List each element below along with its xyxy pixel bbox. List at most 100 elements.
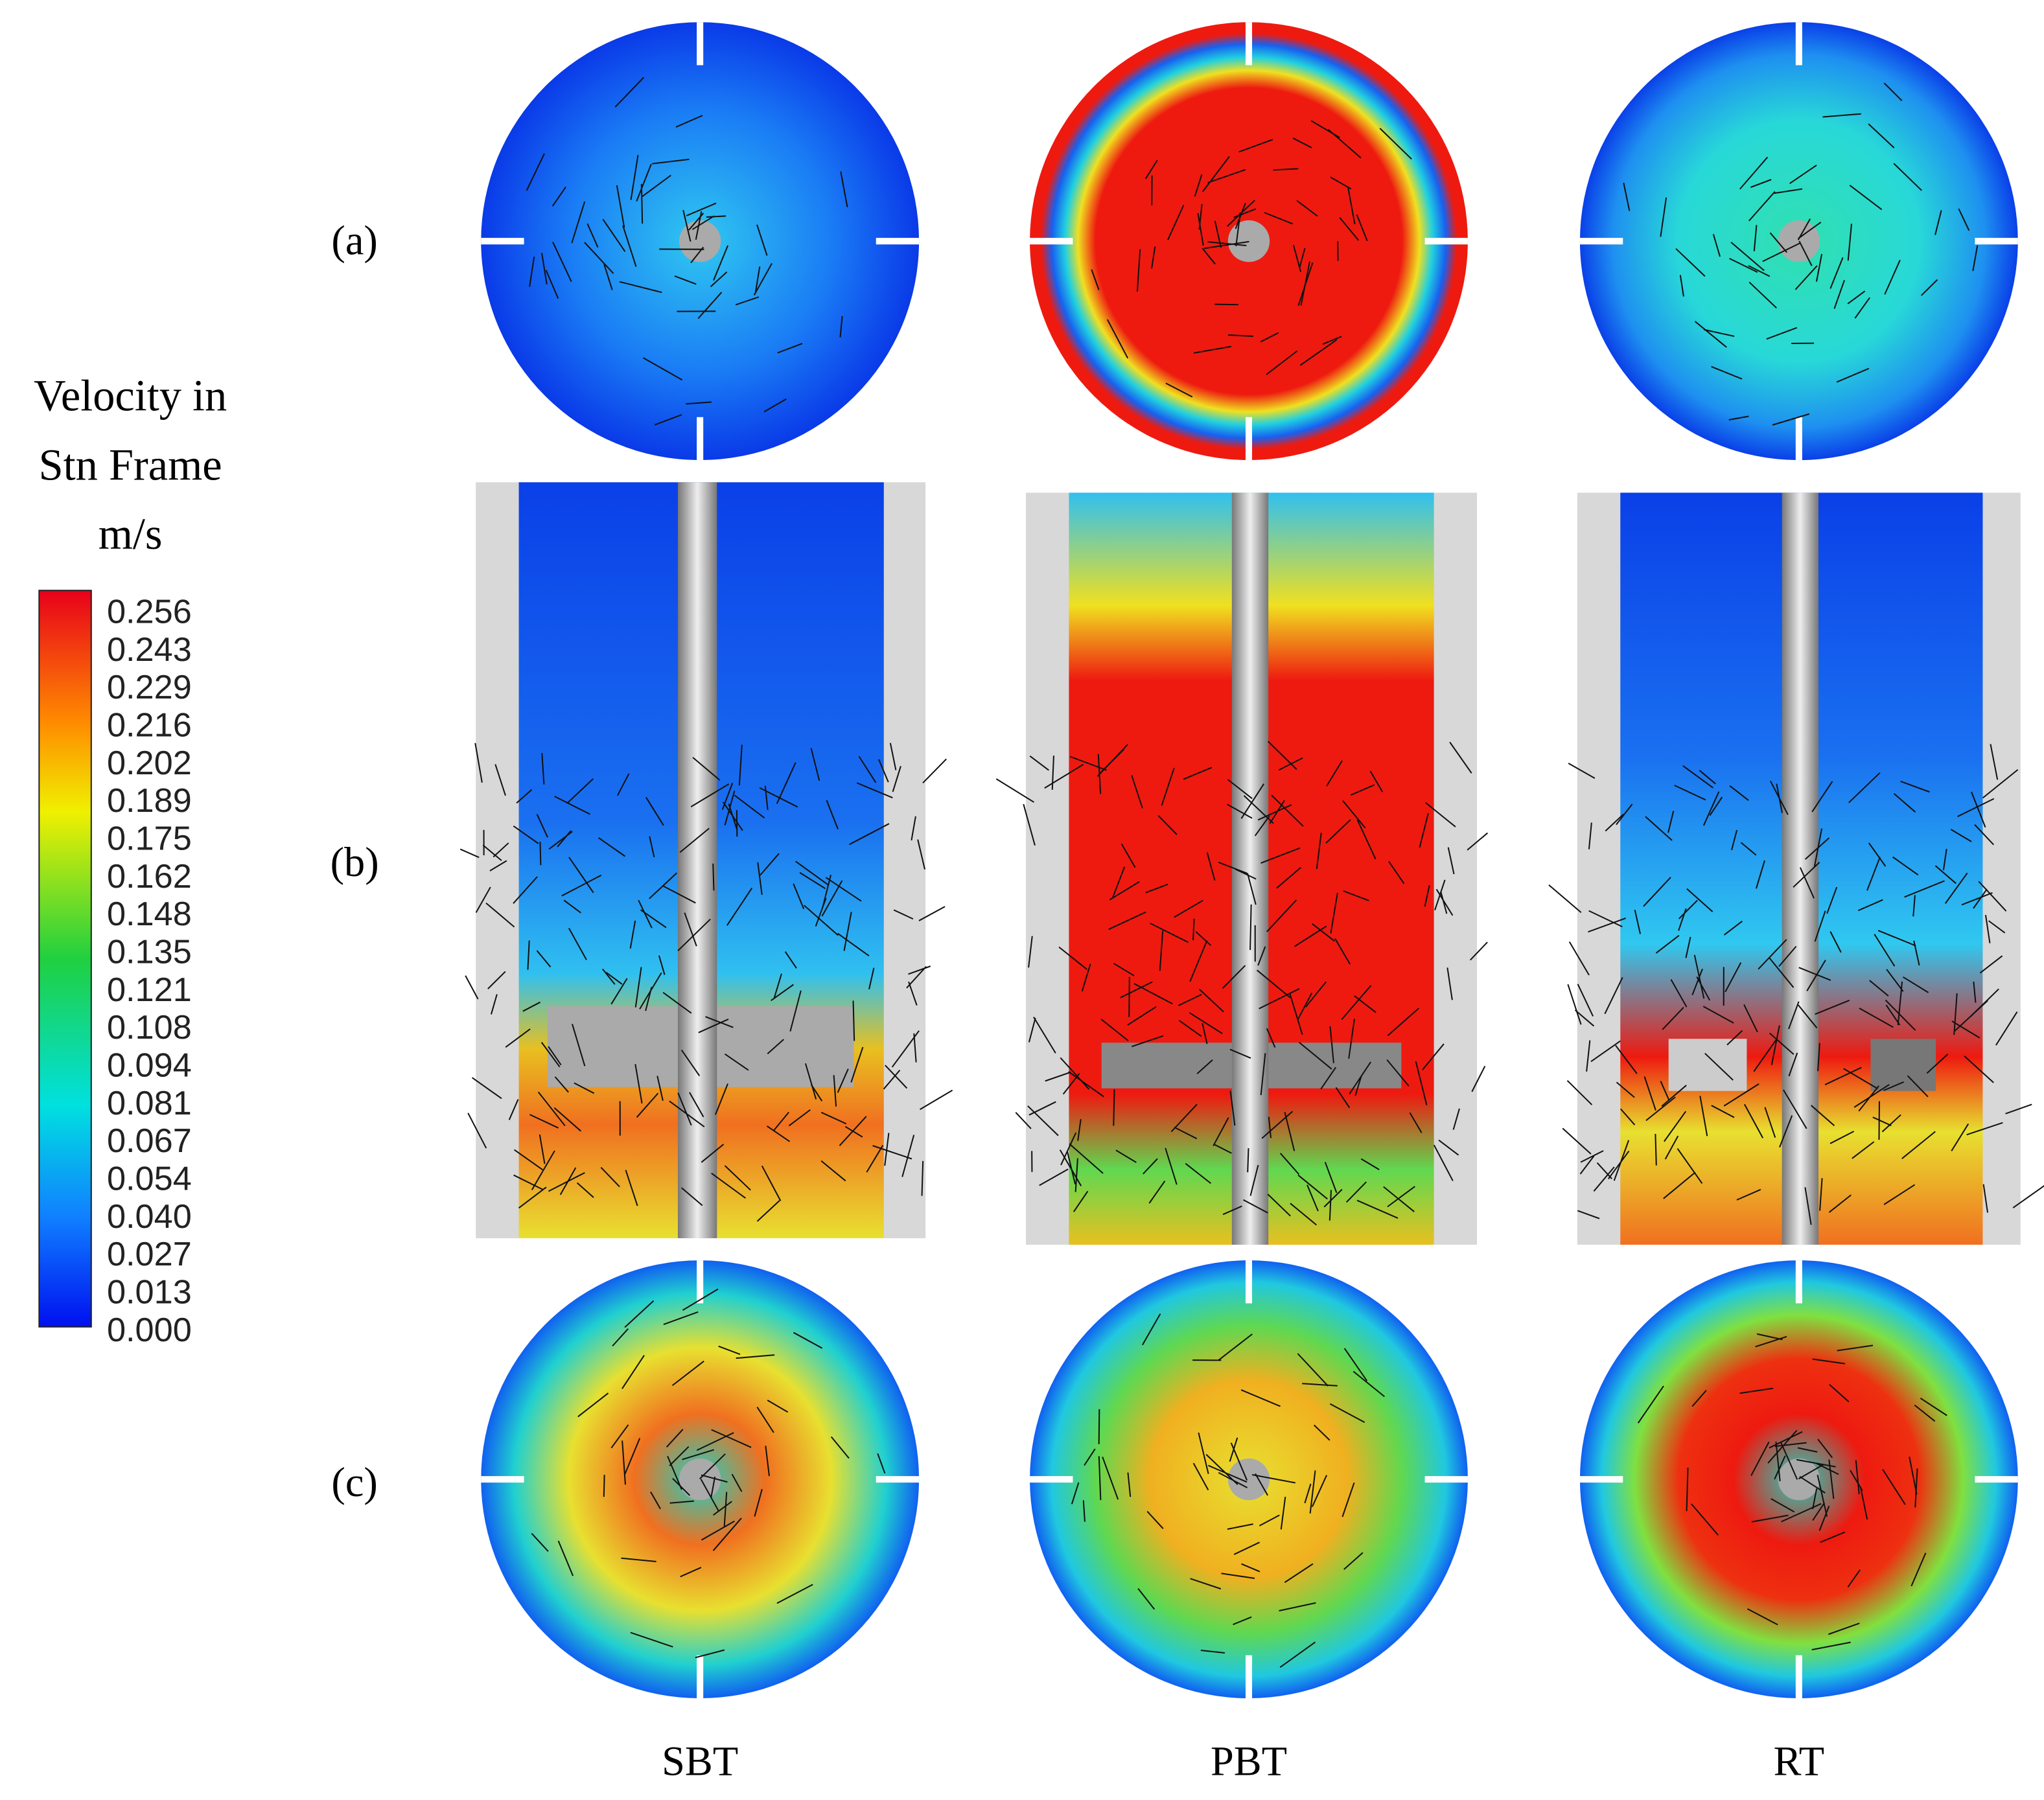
velocity-arrow	[1605, 813, 1624, 832]
velocity-arrow	[699, 1453, 726, 1480]
velocity-arrow	[1686, 888, 1713, 912]
velocity-arrow	[1266, 1028, 1276, 1048]
velocity-arrow	[1229, 1048, 1251, 1059]
velocity-arrow	[1883, 1184, 1916, 1205]
velocity-arrow	[753, 262, 772, 295]
velocity-arrow	[1725, 962, 1742, 993]
velocity-arrow	[721, 783, 734, 810]
velocity-arrow	[1819, 1178, 1823, 1211]
velocity-arrow	[1273, 168, 1299, 171]
velocity-arrow	[1951, 1021, 1980, 1039]
velocity-arrow	[1199, 988, 1224, 1013]
velocity-arrow	[1767, 1429, 1798, 1464]
velocity-arrow	[614, 76, 645, 108]
velocity-arrow	[1926, 1054, 1949, 1074]
velocity-arrow	[1812, 1502, 1826, 1521]
velocity-arrow	[695, 1649, 725, 1659]
velocity-arrow	[662, 885, 696, 904]
velocity-arrow	[1193, 345, 1232, 354]
velocity-arrow	[1415, 1061, 1428, 1105]
velocity-arrow	[508, 1099, 519, 1120]
velocity-arrow	[1424, 885, 1430, 907]
colorbar-tick-label: 0.175	[107, 820, 192, 858]
velocity-arrow	[1751, 1514, 1789, 1523]
velocity-arrow	[1848, 772, 1881, 803]
velocity-arrow	[563, 899, 581, 914]
velocity-arrow	[1674, 785, 1706, 801]
velocity-arrow	[1197, 213, 1204, 246]
velocity-arrow	[1098, 748, 1125, 775]
velocity-arrow	[572, 1024, 586, 1067]
velocity-arrow	[1183, 767, 1213, 780]
velocity-arrow	[1240, 1389, 1281, 1407]
velocity-arrow	[624, 1300, 655, 1328]
velocity-arrow	[1907, 1075, 1929, 1098]
velocity-arrow	[1267, 1194, 1291, 1217]
velocity-arrow	[1588, 917, 1626, 933]
velocity-arrow	[1299, 339, 1338, 366]
velocity-arrow	[465, 975, 479, 1000]
velocity-arrow	[1817, 1438, 1833, 1459]
velocity-arrow	[1972, 245, 1979, 271]
velocity-arrow	[820, 1160, 846, 1182]
velocity-arrow	[577, 1392, 609, 1418]
velocity-arrow	[690, 783, 730, 807]
velocity-arrow	[773, 973, 782, 999]
velocity-arrow	[1133, 983, 1173, 1005]
velocity-arrow	[1739, 156, 1769, 190]
velocity-arrow	[1106, 319, 1129, 359]
velocity-arrow	[1753, 225, 1758, 251]
velocity-arrow	[767, 1400, 789, 1413]
velocity-arrow	[1386, 1059, 1410, 1087]
velocity-arrow	[1798, 967, 1831, 981]
velocity-arrow	[1074, 1158, 1078, 1192]
velocity-arrow	[826, 800, 839, 830]
velocity-arrow	[1165, 382, 1193, 398]
velocity-arrow	[1882, 1469, 1906, 1505]
velocity-arrow	[1383, 1186, 1415, 1212]
velocity-arrow	[553, 1107, 582, 1132]
velocity-arrow	[690, 246, 704, 264]
velocity-arrow	[1111, 866, 1126, 898]
velocity-arrow	[1015, 1112, 1032, 1129]
velocity-arrow	[1615, 1044, 1638, 1074]
velocity-arrow	[1257, 946, 1266, 966]
velocity-arrow	[840, 171, 848, 207]
velocity-arrow	[1322, 336, 1342, 345]
velocity-arrow	[1190, 1578, 1222, 1590]
velocity-arrow	[1356, 1199, 1399, 1219]
velocity-arrow	[1798, 222, 1822, 240]
velocity-arrow	[1059, 1149, 1082, 1186]
velocity-arrow	[623, 1438, 641, 1475]
velocity-arrow	[692, 757, 721, 781]
velocity-arrow	[622, 225, 637, 267]
velocity-arrow	[1045, 1071, 1071, 1082]
velocity-arrow	[1039, 1168, 1069, 1186]
velocity-arrow	[1691, 968, 1703, 996]
velocity-arrow	[1388, 860, 1405, 884]
velocity-arrow	[1240, 783, 1265, 819]
velocity-arrow	[815, 897, 827, 927]
velocity-arrow	[1069, 756, 1108, 771]
velocity-arrow	[612, 1328, 629, 1347]
velocity-arrow	[1859, 1008, 1894, 1028]
velocity-arrow	[1950, 829, 1972, 842]
velocity-arrow	[1178, 993, 1202, 1006]
velocity-arrow	[754, 1488, 763, 1517]
velocity-arrow	[705, 1016, 734, 1028]
velocity-arrow	[561, 874, 602, 897]
velocity-arrow	[1893, 792, 1916, 813]
velocity-arrow	[1798, 1463, 1824, 1480]
velocity-arrow	[1227, 334, 1253, 338]
velocity-arrow	[701, 1474, 728, 1483]
velocity-arrow	[1748, 281, 1777, 309]
velocity-arrow	[701, 1144, 725, 1163]
velocity-arrow	[1663, 1171, 1696, 1199]
velocity-arrow	[1202, 1022, 1208, 1044]
velocity-arrow	[1780, 1441, 1798, 1480]
colorbar-tick-label: 0.189	[107, 782, 192, 820]
velocity-arrow	[1028, 936, 1033, 968]
velocity-arrow	[1836, 367, 1870, 383]
velocity-arrow	[1616, 803, 1633, 825]
